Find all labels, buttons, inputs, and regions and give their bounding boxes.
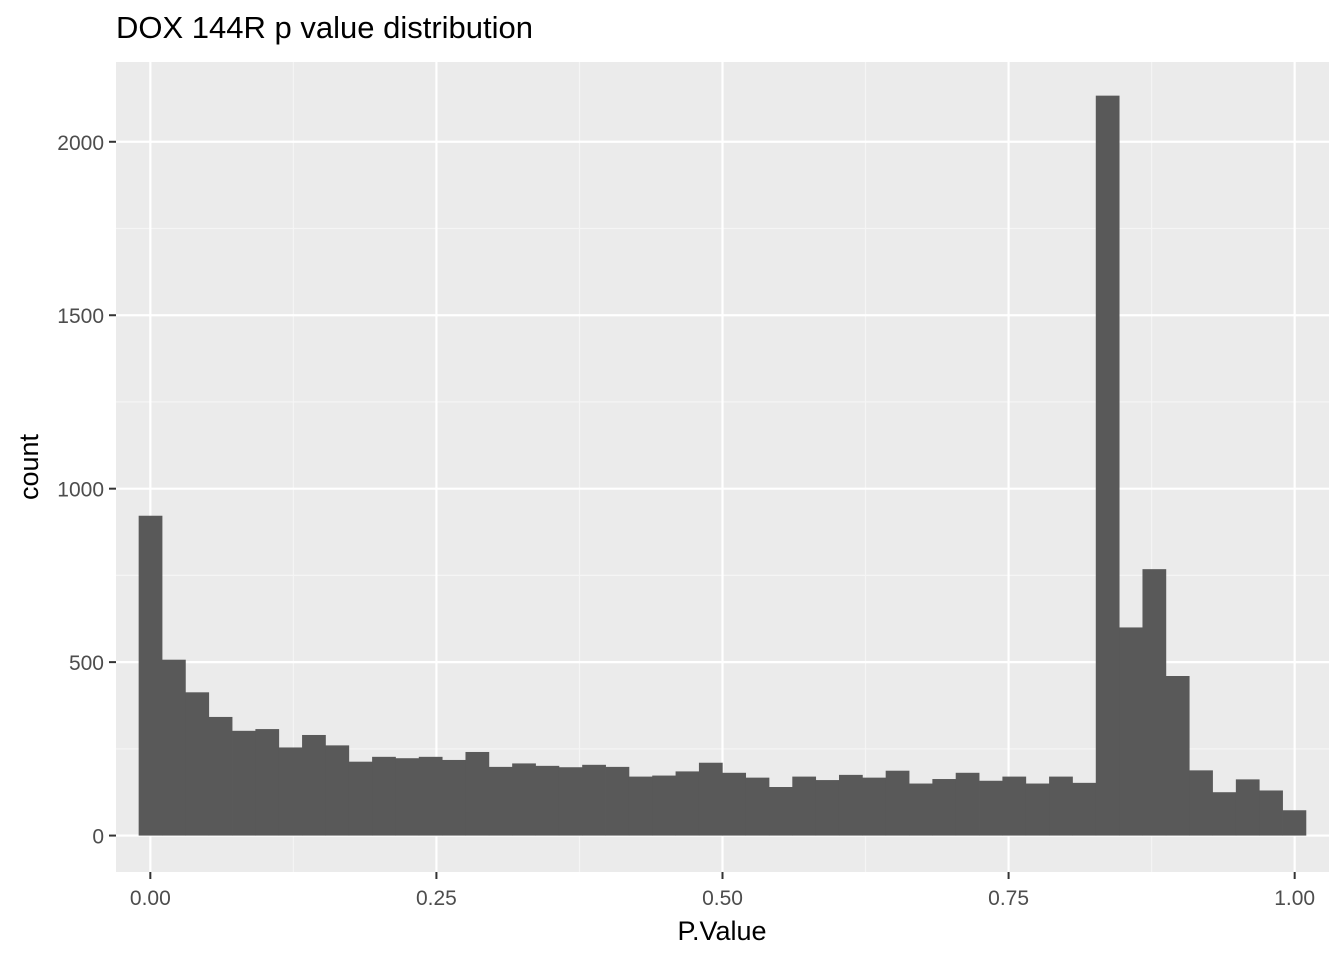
histogram-bar (1212, 792, 1237, 836)
x-axis: 0.00 0.25 0.50 0.75 1.00 (130, 872, 1315, 910)
histogram-bar (815, 780, 840, 836)
histogram-bar (605, 766, 630, 836)
histogram-bar (208, 716, 233, 836)
histogram-bar (745, 777, 770, 836)
x-tick-label: 0.50 (702, 887, 743, 910)
histogram-bar (792, 776, 817, 836)
histogram-bar (418, 756, 443, 836)
histogram-bar (512, 763, 536, 836)
histogram-bar (652, 775, 676, 836)
histogram-bar (1189, 770, 1213, 836)
histogram-bar (138, 515, 163, 836)
histogram-bar (232, 730, 256, 836)
histogram-bar (302, 734, 326, 836)
y-tick-label: 500 (69, 652, 104, 675)
histogram-bar (1025, 783, 1050, 836)
histogram-bar (162, 659, 186, 836)
histogram-bar (862, 777, 887, 836)
histogram-bar (675, 771, 700, 836)
histogram-bar (1235, 779, 1260, 836)
x-tick-label: 0.75 (988, 887, 1029, 910)
y-tick-label: 2000 (57, 132, 104, 155)
histogram-bar (1049, 776, 1073, 836)
y-axis: 0 500 1000 1500 2000 (57, 132, 116, 849)
histogram-bar (1259, 790, 1283, 836)
histogram-bar (372, 756, 396, 836)
histogram-bars (138, 95, 1307, 836)
histogram-bar (535, 765, 560, 836)
major-gridlines (116, 62, 1329, 872)
histogram-bar (442, 759, 466, 836)
y-axis-label: count (14, 433, 44, 500)
histogram-bar (325, 745, 350, 836)
histogram-bar (278, 747, 303, 836)
histogram-bar (185, 692, 210, 836)
histogram-bar (722, 772, 747, 836)
histogram-bar (255, 729, 280, 836)
histogram-bar (465, 751, 490, 836)
histogram-bar (348, 761, 373, 836)
histogram-bar (1119, 627, 1143, 836)
histogram-bar (955, 772, 980, 836)
histogram-bar (1072, 782, 1097, 836)
x-tick-label: 0.25 (416, 887, 457, 910)
histogram-bar (932, 779, 957, 836)
histogram-bar (1002, 776, 1027, 836)
y-tick-label: 1000 (57, 479, 104, 502)
histogram-bar (885, 770, 910, 836)
histogram-bar (1165, 676, 1190, 836)
histogram-bar (979, 780, 1003, 836)
histogram-bar (628, 776, 653, 836)
histogram-bar (582, 764, 606, 836)
histogram-bar (1142, 569, 1167, 836)
histogram-bar (838, 774, 863, 836)
histogram-bar (488, 766, 513, 836)
histogram-bar (698, 762, 723, 836)
histogram-bar (909, 783, 933, 836)
y-tick-label: 0 (92, 826, 104, 849)
histogram-bar (768, 787, 793, 836)
y-tick-label: 1500 (57, 305, 104, 328)
histogram-bar (395, 758, 420, 836)
histogram-bar (1095, 95, 1120, 836)
histogram-bar (1282, 810, 1307, 836)
x-tick-label: 0.00 (130, 887, 171, 910)
x-axis-label: P.Value (677, 916, 766, 946)
x-tick-label: 1.00 (1274, 887, 1315, 910)
chart-title: DOX 144R p value distribution (116, 10, 534, 45)
histogram-bar (558, 767, 583, 836)
